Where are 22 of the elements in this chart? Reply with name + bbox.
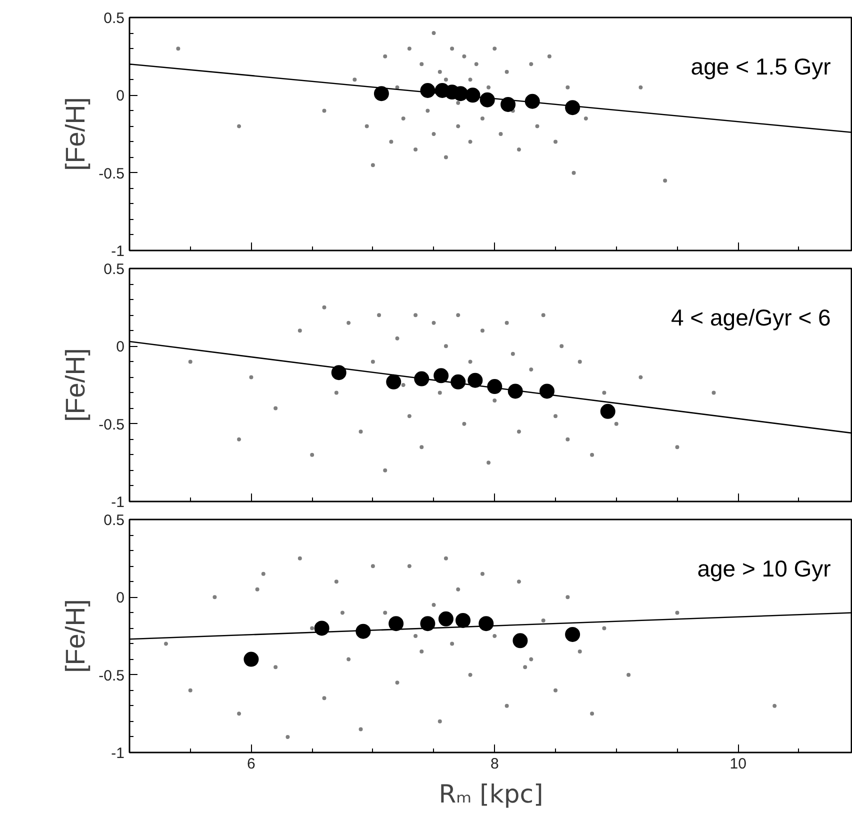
y-axis-title: [Fe/H] (60, 97, 91, 171)
y-tick-label: -1 (111, 745, 125, 762)
y-tick-label: 0 (116, 590, 124, 607)
y-tick-label: -0.5 (98, 667, 125, 684)
y-tick-label: -0.5 (98, 416, 125, 434)
y-tick-label: 0 (116, 338, 124, 356)
x-tick-label: 6 (247, 756, 256, 772)
y-axis-title: [Fe/H] (60, 599, 91, 673)
y-tick-label: 0.5 (104, 512, 125, 529)
y-tick-label: -1 (111, 243, 125, 260)
y-axis-title: [Fe/H] (60, 348, 91, 422)
x-axis-title: Rₘ [kpc] (438, 780, 544, 808)
y-tick-label: 0 (116, 88, 124, 105)
x-tick-label: 8 (490, 756, 499, 772)
x-tick-label: 10 (730, 756, 746, 772)
annotation: age > 10 Gyr (697, 555, 832, 582)
y-tick-label: -1 (111, 494, 125, 511)
annotation: age < 1.5 Gyr (690, 53, 832, 80)
y-tick-label: 0.5 (104, 261, 125, 278)
y-tick-label: -0.5 (98, 165, 125, 182)
y-tick-label: 0.5 (104, 10, 125, 27)
annotation: 4 < age/Gyr < 6 (670, 304, 831, 330)
